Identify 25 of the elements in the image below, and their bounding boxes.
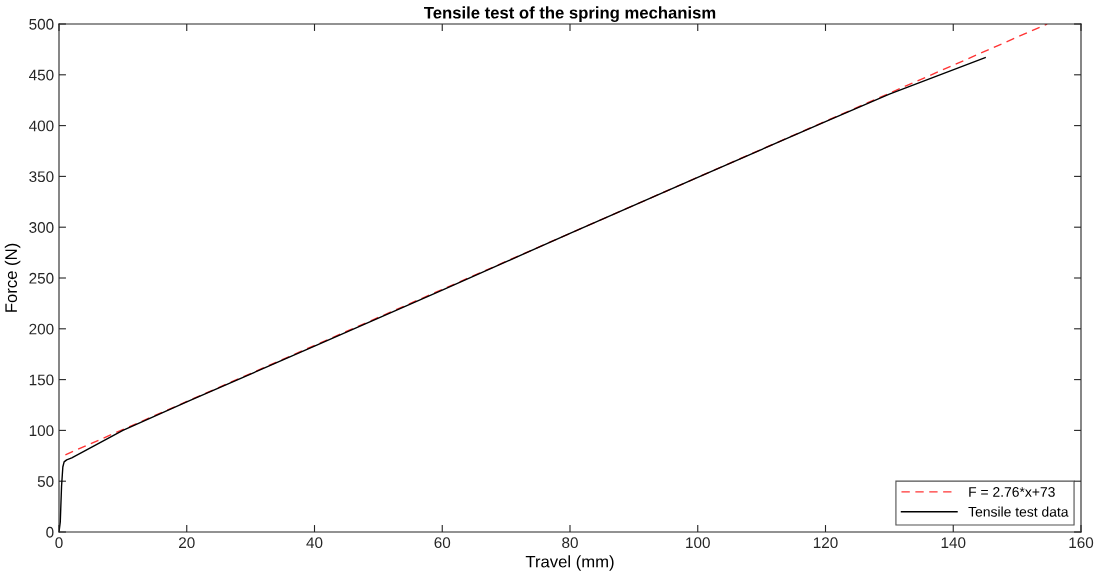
y-tick-label: 500	[29, 18, 54, 30]
x-axis-title: Travel (mm)	[525, 555, 614, 571]
y-tick-label: 100	[29, 425, 54, 437]
y-tick-label: 350	[29, 171, 54, 183]
y-tick-label: 50	[37, 476, 54, 487]
chart-title: Tensile test of the spring mechanism	[424, 6, 716, 22]
y-tick-label: 200	[29, 323, 54, 335]
y-tick-label: 300	[29, 222, 54, 233]
x-tick-label: 60	[434, 537, 451, 549]
y-tick-label: 0	[46, 526, 54, 538]
x-tick-label: 0	[55, 537, 63, 549]
x-tick-label: 40	[306, 537, 323, 549]
x-tick-label: 120	[813, 537, 838, 549]
x-tick-label: 160	[1069, 537, 1094, 549]
legend-label: F = 2.76*x+73	[969, 487, 1055, 497]
y-tick-label: 250	[29, 272, 54, 284]
x-tick-label: 140	[941, 537, 966, 549]
y-tick-label: 450	[29, 69, 54, 81]
x-tick-label: 100	[686, 537, 710, 549]
y-axis-title: Force (N)	[4, 243, 21, 312]
legend-label: Tensile test data	[968, 506, 1069, 517]
x-tick-label: 20	[179, 537, 195, 549]
x-tick-label: 80	[562, 537, 578, 549]
y-tick-label: 150	[29, 374, 54, 386]
y-tick-label: 400	[29, 120, 54, 132]
